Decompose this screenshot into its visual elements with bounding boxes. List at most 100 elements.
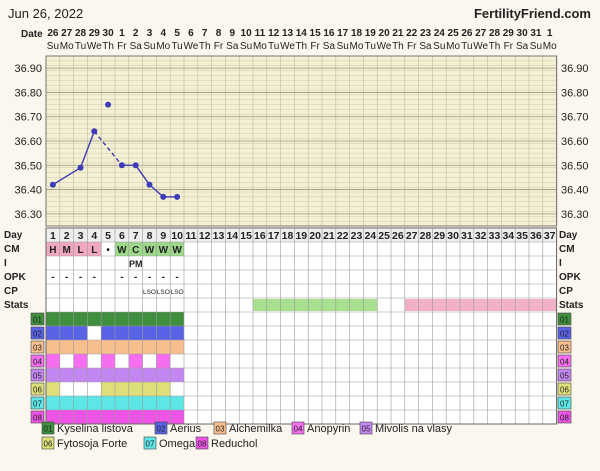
supplement-cell xyxy=(59,396,74,410)
supplement-cell xyxy=(142,326,157,340)
opk-label: - xyxy=(65,272,68,283)
supplement-cell xyxy=(142,340,157,354)
date-label: 28 xyxy=(489,28,501,39)
date-label: 22 xyxy=(406,28,418,39)
day-number: 21 xyxy=(323,230,335,242)
supplement-cell xyxy=(46,410,60,424)
temperature-point xyxy=(146,181,153,188)
weekday-label: Th xyxy=(102,41,114,52)
day-number: 13 xyxy=(213,230,225,242)
temperature-point xyxy=(132,162,139,169)
y-tick-label-left: 36.40 xyxy=(14,185,42,197)
supplement-badge-left xyxy=(30,326,45,340)
temp-plot-border xyxy=(45,55,558,227)
supplement-cell xyxy=(156,410,171,424)
legend-id: 03 xyxy=(216,425,225,434)
legend-label: Omega xyxy=(159,438,196,450)
weekday-label: We xyxy=(280,41,295,52)
supplement-badge-right xyxy=(557,326,572,340)
header-brand: FertilityFriend.com xyxy=(474,6,591,21)
supplement-cell xyxy=(101,326,115,340)
weekday-label: Mo xyxy=(156,41,170,52)
supplement-cell xyxy=(128,340,143,354)
supplement-cell xyxy=(128,382,143,396)
date-label: 8 xyxy=(216,28,222,39)
supplement-badge-right xyxy=(557,382,572,396)
supplement-cell xyxy=(46,312,60,326)
cm-label: W xyxy=(117,245,127,256)
supplement-cell xyxy=(170,410,184,424)
weekday-label: Tu xyxy=(365,41,376,52)
date-label: 17 xyxy=(337,28,349,39)
supplement-badge-right xyxy=(557,368,572,382)
legend-id: 06 xyxy=(44,440,53,449)
stats-bar xyxy=(253,299,378,311)
legend-id: 02 xyxy=(157,425,166,434)
temperature-point xyxy=(105,101,112,108)
date-label: 3 xyxy=(147,28,153,39)
supplement-cell xyxy=(101,354,115,368)
day-number: 20 xyxy=(309,230,321,242)
weekday-label: Fr xyxy=(407,41,417,52)
temperature-line-segment xyxy=(149,184,164,198)
supplement-cell xyxy=(46,326,60,340)
day-number: 37 xyxy=(544,230,556,242)
y-tick-label-right: 36.70 xyxy=(561,112,589,124)
supplement-cell xyxy=(87,396,102,410)
supplement-cell xyxy=(128,326,143,340)
supplement-badge-right-label: 03 xyxy=(560,344,569,353)
opk-label: - xyxy=(175,272,178,283)
label-stats-right: Stats xyxy=(559,300,584,311)
day-number: 15 xyxy=(240,230,252,242)
supplement-cell xyxy=(115,396,129,410)
supplement-badge-left xyxy=(30,396,45,410)
weekday-label: Tu xyxy=(461,41,472,52)
supplement-cell xyxy=(46,354,60,368)
supplement-cell xyxy=(46,368,60,382)
supplement-badge-left-label: 07 xyxy=(33,400,42,409)
date-label: 21 xyxy=(392,28,404,39)
supplement-cell xyxy=(156,354,171,368)
cm-label: M xyxy=(63,245,71,256)
weekday-label: We xyxy=(87,41,102,52)
weekday-label: Su xyxy=(47,41,59,52)
date-label: 11 xyxy=(255,28,266,39)
supplement-cell xyxy=(115,340,129,354)
supplement-cell xyxy=(142,410,157,424)
intercourse-label: PM xyxy=(129,259,143,269)
weekday-label: Mo xyxy=(60,41,74,52)
cp-label: LSO xyxy=(143,289,156,296)
legend-swatch xyxy=(291,421,305,435)
day-number: 35 xyxy=(516,230,528,242)
legend-label: Anopyrin xyxy=(307,423,350,435)
date-label: 31 xyxy=(530,28,542,39)
weekday-label: Su xyxy=(337,41,349,52)
opk-label: - xyxy=(134,272,137,283)
legend-swatch xyxy=(359,421,373,435)
label-opk-left: OPK xyxy=(4,272,26,283)
label-day-left: Day xyxy=(4,230,23,241)
day-number: 19 xyxy=(295,230,307,242)
legend-id: 01 xyxy=(44,425,53,434)
date-label: 20 xyxy=(379,28,391,39)
label-cp-left: CP xyxy=(4,286,18,297)
supplement-cell xyxy=(115,326,129,340)
weekday-label: We xyxy=(183,41,198,52)
cm-cell xyxy=(170,242,184,256)
cm-cell xyxy=(87,242,102,256)
opk-label: - xyxy=(162,272,165,283)
y-tick-label-right: 36.40 xyxy=(561,185,589,197)
legend-id: 08 xyxy=(198,440,207,449)
supplement-cell xyxy=(46,382,60,396)
day-row-background xyxy=(46,228,557,242)
day-number: 5 xyxy=(105,230,111,242)
date-label: 25 xyxy=(448,28,460,39)
weekday-label: Mo xyxy=(253,41,267,52)
day-number: 30 xyxy=(447,230,459,242)
day-number: 24 xyxy=(364,230,376,242)
supplement-badge-left-label: 05 xyxy=(33,372,42,381)
weekday-label: Th xyxy=(489,41,501,52)
weekday-label: Sa xyxy=(516,41,529,52)
legend-swatch xyxy=(213,421,227,435)
